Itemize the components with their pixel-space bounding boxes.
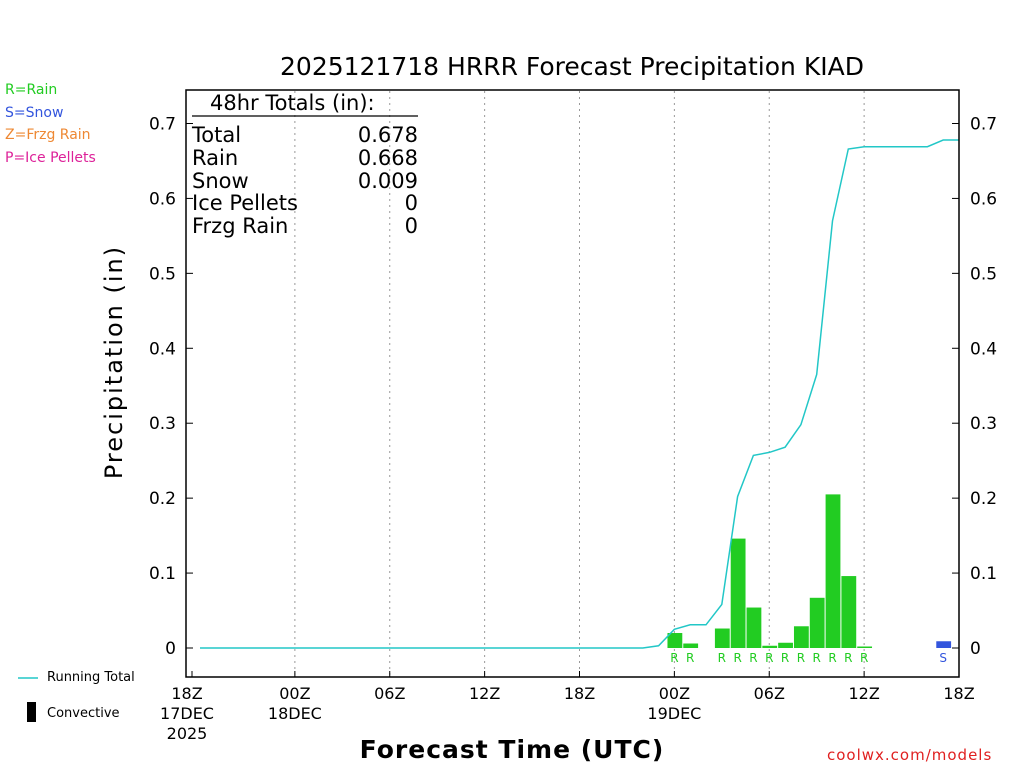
y-tick-label-right: 0.5 <box>970 264 997 284</box>
totals-snow-value: 0.009 <box>357 169 418 193</box>
precip-bar <box>809 597 825 648</box>
legend-convective: Convective <box>47 706 120 721</box>
precip-type-label: R <box>828 651 836 665</box>
y-axis-label: Precipitation (in) <box>100 245 128 479</box>
precip-bar <box>778 642 793 648</box>
x-tick-label: 18Z <box>943 684 974 703</box>
precip-bar <box>793 626 809 648</box>
totals-total-value: 0.678 <box>357 123 418 147</box>
y-tick-label-right: 0.2 <box>970 489 997 509</box>
y-tick-label-right: 0.6 <box>970 189 997 209</box>
y-tick-label: 0.7 <box>149 114 176 134</box>
totals-ice-pellets-value: 0 <box>404 191 418 215</box>
totals-ice-pellets-label: Ice Pellets <box>192 191 298 215</box>
precip-bar <box>730 538 746 648</box>
precip-type-label: S <box>939 651 947 665</box>
precip-type-label: R <box>686 651 694 665</box>
y-tick-label: 0 <box>165 639 176 659</box>
y-tick-label-right: 0.3 <box>970 414 997 434</box>
totals-rain-value: 0.668 <box>357 146 418 170</box>
x-tick-label: 12Z <box>469 684 500 703</box>
y-tick-label: 0.2 <box>149 489 176 509</box>
legend-ice-pellets: P=Ice Pellets <box>5 150 96 166</box>
running-total-line <box>200 139 959 649</box>
running-total-line-group <box>200 139 959 649</box>
x-tick-date: 17DEC <box>160 704 214 723</box>
precip-type-label: R <box>733 651 741 665</box>
y-axis-left: 0 0.1 0.2 0.3 0.4 0.5 0.6 0.7 <box>149 114 193 659</box>
x-tick-year: 2025 <box>167 724 208 743</box>
legend-rain: R=Rain <box>5 82 58 98</box>
y-tick-label-right: 0 <box>970 639 981 659</box>
y-tick-label: 0.4 <box>149 339 176 359</box>
x-tick-date: 18DEC <box>268 704 322 723</box>
x-axis-label: Forecast Time (UTC) <box>360 735 665 764</box>
chart-title: 2025121718 HRRR Forecast Precipitation K… <box>280 52 864 81</box>
precip-bar <box>714 628 730 648</box>
y-axis-right: 0 0.1 0.2 0.3 0.4 0.5 0.6 0.7 <box>952 114 997 659</box>
precip-type-label: R <box>781 651 789 665</box>
precip-type-label: R <box>813 651 821 665</box>
precip-type-label: R <box>670 651 678 665</box>
totals-freezing-rain-value: 0 <box>404 214 418 238</box>
x-tick-label: 00Z <box>279 684 310 703</box>
precip-type-label: R <box>749 651 757 665</box>
precip-bar <box>746 607 762 648</box>
x-tick-label: 06Z <box>374 684 405 703</box>
precip-bar <box>683 643 699 648</box>
x-tick-date: 19DEC <box>647 704 701 723</box>
x-tick-label: 18Z <box>564 684 595 703</box>
totals-freezing-rain-label: Frzg Rain <box>192 214 289 238</box>
totals-snow-label: Snow <box>192 169 249 193</box>
x-tick-label: 18Z <box>171 684 202 703</box>
precip-bar <box>762 645 778 648</box>
y-tick-label-right: 0.4 <box>970 339 997 359</box>
precip-type-label: R <box>718 651 726 665</box>
totals-rain-label: Rain <box>192 146 239 170</box>
x-tick-label: 12Z <box>848 684 879 703</box>
legend-running-total: Running Total <box>47 670 135 685</box>
y-tick-label: 0.1 <box>149 564 176 584</box>
precip-type-label: R <box>765 651 773 665</box>
totals-total-label: Total <box>192 123 242 147</box>
precip-type-label: R <box>844 651 852 665</box>
precip-type-label: R <box>797 651 805 665</box>
x-tick-label: 00Z <box>659 684 690 703</box>
grid-lines <box>294 91 865 676</box>
precip-bar <box>825 494 841 648</box>
convective-legend-swatch <box>27 702 36 722</box>
totals-header: 48hr Totals (in): <box>210 91 375 115</box>
precip-bar <box>936 641 952 648</box>
legend-snow: S=Snow <box>5 105 64 121</box>
y-tick-label: 0.3 <box>149 414 176 434</box>
x-tick-label: 06Z <box>754 684 785 703</box>
precip-bar <box>857 646 873 648</box>
plot-frame <box>185 89 960 678</box>
precip-bars <box>667 494 952 648</box>
precip-type-label: R <box>860 651 868 665</box>
precip-bar <box>667 633 683 648</box>
precip-bar <box>841 576 857 648</box>
credit-text: coolwx.com/models <box>827 746 993 764</box>
y-tick-label: 0.6 <box>149 189 176 209</box>
y-tick-label: 0.5 <box>149 264 176 284</box>
y-tick-label-right: 0.1 <box>970 564 997 584</box>
legend-freezing-rain: Z=Frzg Rain <box>5 127 91 143</box>
y-tick-label-right: 0.7 <box>970 114 997 134</box>
